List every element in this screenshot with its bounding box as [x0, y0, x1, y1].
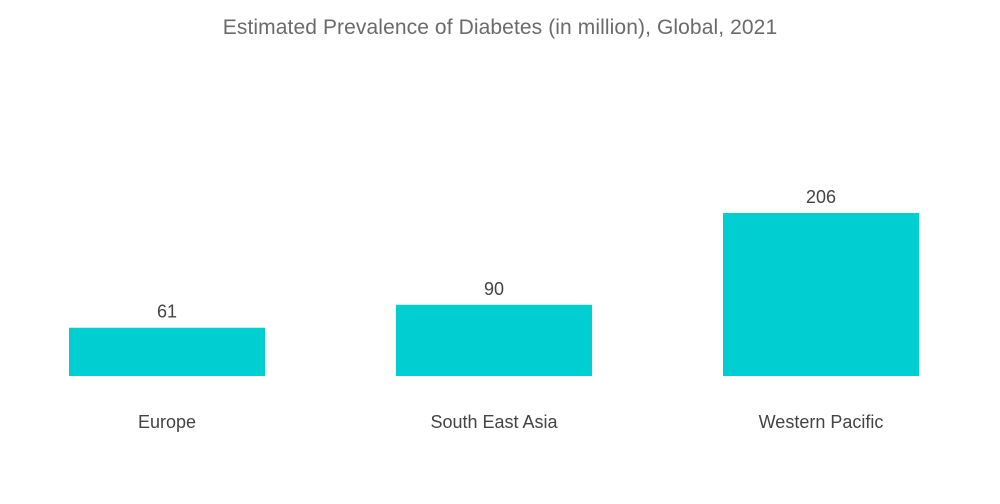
x-tick-label: Western Pacific — [759, 412, 884, 432]
x-tick-label: Europe — [138, 412, 196, 432]
chart-title: Estimated Prevalence of Diabetes (in mil… — [222, 16, 778, 39]
data-label: 90 — [484, 279, 504, 299]
data-label: 206 — [806, 187, 836, 207]
bar-south-east-asia — [396, 304, 592, 376]
labels-layer: 61 Europe 90 South East Asia 206 Western Paci… — [138, 187, 883, 432]
x-tick-label: South East Asia — [430, 412, 558, 432]
bar-western-pacific — [723, 213, 919, 376]
bars-layer — [69, 213, 919, 376]
bar-europe — [69, 327, 265, 376]
data-label: 61 — [157, 302, 177, 322]
